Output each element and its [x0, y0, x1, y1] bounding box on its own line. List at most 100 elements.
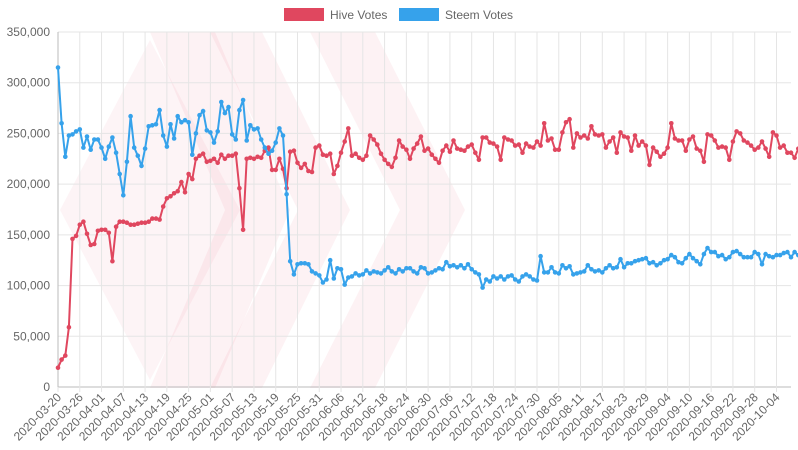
- hive-votes-point: [661, 151, 667, 156]
- steem-votes-point: [404, 266, 409, 271]
- steem-votes-point: [444, 259, 449, 265]
- steem-votes-point: [124, 159, 130, 165]
- steem-votes-point: [193, 131, 199, 136]
- hive-votes-point: [215, 160, 220, 166]
- hive-votes-point: [687, 137, 692, 142]
- steem-votes-point: [175, 113, 180, 119]
- steem-votes-point: [389, 269, 395, 274]
- hive-votes-point: [88, 242, 93, 248]
- steem-votes-point: [708, 249, 714, 255]
- hive-votes-point: [121, 219, 126, 224]
- hive-votes-point: [523, 141, 529, 146]
- steem-votes-point: [251, 127, 257, 132]
- hive-votes-point: [538, 143, 543, 148]
- hive-votes-point: [110, 258, 115, 264]
- hive-votes-point: [237, 185, 242, 191]
- steem-votes-point: [418, 265, 424, 270]
- hive-votes-point: [211, 156, 217, 162]
- steem-votes-point: [135, 153, 141, 158]
- hive-votes-point: [356, 155, 362, 161]
- hive-votes-point: [251, 156, 257, 162]
- hive-votes-point: [66, 324, 72, 330]
- hive-votes-point: [792, 155, 797, 161]
- hive-votes-point: [563, 120, 569, 125]
- hive-votes-point: [730, 139, 736, 144]
- steem-votes-point: [237, 107, 242, 113]
- steem-votes-point: [698, 262, 703, 267]
- steem-votes-point: [676, 259, 681, 265]
- steem-votes-point: [719, 252, 725, 258]
- hive-votes-point: [549, 136, 554, 141]
- hive-votes-point: [360, 157, 366, 163]
- steem-votes-point: [502, 277, 507, 282]
- watermark-chevron: [210, 32, 350, 388]
- hive-votes-point: [353, 151, 358, 156]
- hive-votes-point: [335, 163, 340, 169]
- hive-votes-point: [654, 149, 659, 154]
- steem-votes-point: [233, 137, 239, 142]
- hive-votes-point: [462, 148, 467, 153]
- steem-votes-point: [545, 270, 551, 275]
- steem-votes-point: [204, 128, 210, 133]
- hive-votes-point: [200, 151, 206, 156]
- steem-votes-point: [168, 122, 173, 127]
- steem-votes-point: [669, 252, 674, 258]
- steem-votes-point: [610, 266, 616, 271]
- steem-votes-point: [128, 113, 133, 119]
- hive-votes-point: [77, 222, 83, 227]
- hive-votes-point: [55, 365, 61, 371]
- y-tick-label: 250,000: [7, 126, 51, 140]
- series-lines: [55, 65, 798, 371]
- steem-votes-point: [219, 99, 224, 105]
- grid: [57, 31, 791, 392]
- hive-votes-point: [676, 138, 681, 143]
- steem-votes-point: [298, 261, 304, 266]
- steem-votes-point: [258, 137, 264, 142]
- hive-votes-point: [63, 353, 68, 358]
- steem-votes-point: [291, 272, 297, 277]
- steem-votes-point: [414, 271, 420, 276]
- hive-votes-point: [650, 145, 656, 150]
- hive-votes-point: [367, 133, 373, 138]
- steem-votes-point: [164, 144, 170, 149]
- y-tick-label: 300,000: [7, 76, 51, 90]
- hive-votes-point: [139, 220, 144, 225]
- hive-votes-point: [498, 157, 504, 163]
- hive-votes-point: [396, 138, 402, 143]
- steem-votes-point: [487, 279, 493, 284]
- hive-votes-point: [708, 133, 714, 138]
- hive-votes-point: [690, 134, 696, 139]
- hive-votes-point: [545, 138, 551, 143]
- steem-votes-point: [84, 134, 90, 139]
- steem-votes-point: [596, 268, 601, 273]
- hive-votes-point: [197, 153, 202, 158]
- steem-votes-point: [727, 254, 732, 260]
- steem-votes-point: [549, 265, 554, 270]
- hive-votes-point: [131, 222, 137, 227]
- steem-votes-point: [422, 266, 427, 271]
- hive-votes-point: [476, 157, 482, 163]
- hive-votes-point: [669, 121, 674, 126]
- steem-votes-point: [480, 285, 485, 290]
- hive-votes-point: [701, 159, 707, 165]
- y-tick-label: 200,000: [7, 177, 51, 191]
- steem-votes-point: [295, 262, 300, 267]
- hive-votes-point: [378, 151, 384, 156]
- hive-votes-point: [487, 140, 493, 145]
- steem-votes-point: [222, 110, 228, 116]
- steem-votes-point: [701, 251, 707, 257]
- hive-votes-point: [81, 219, 86, 224]
- steem-votes-point: [766, 253, 772, 259]
- steem-votes-point: [589, 267, 594, 272]
- steem-votes-point: [429, 270, 435, 275]
- steem-votes-point: [465, 262, 471, 267]
- steem-votes-point: [483, 277, 489, 282]
- steem-votes-point: [621, 265, 627, 270]
- hive-votes-point: [788, 150, 794, 155]
- hive-votes-point: [781, 143, 786, 148]
- steem-votes-point: [690, 255, 696, 261]
- hive-votes-point: [520, 150, 525, 155]
- hive-votes-point: [777, 145, 783, 150]
- hive-votes-point: [102, 227, 108, 233]
- hive-votes-point: [208, 158, 213, 164]
